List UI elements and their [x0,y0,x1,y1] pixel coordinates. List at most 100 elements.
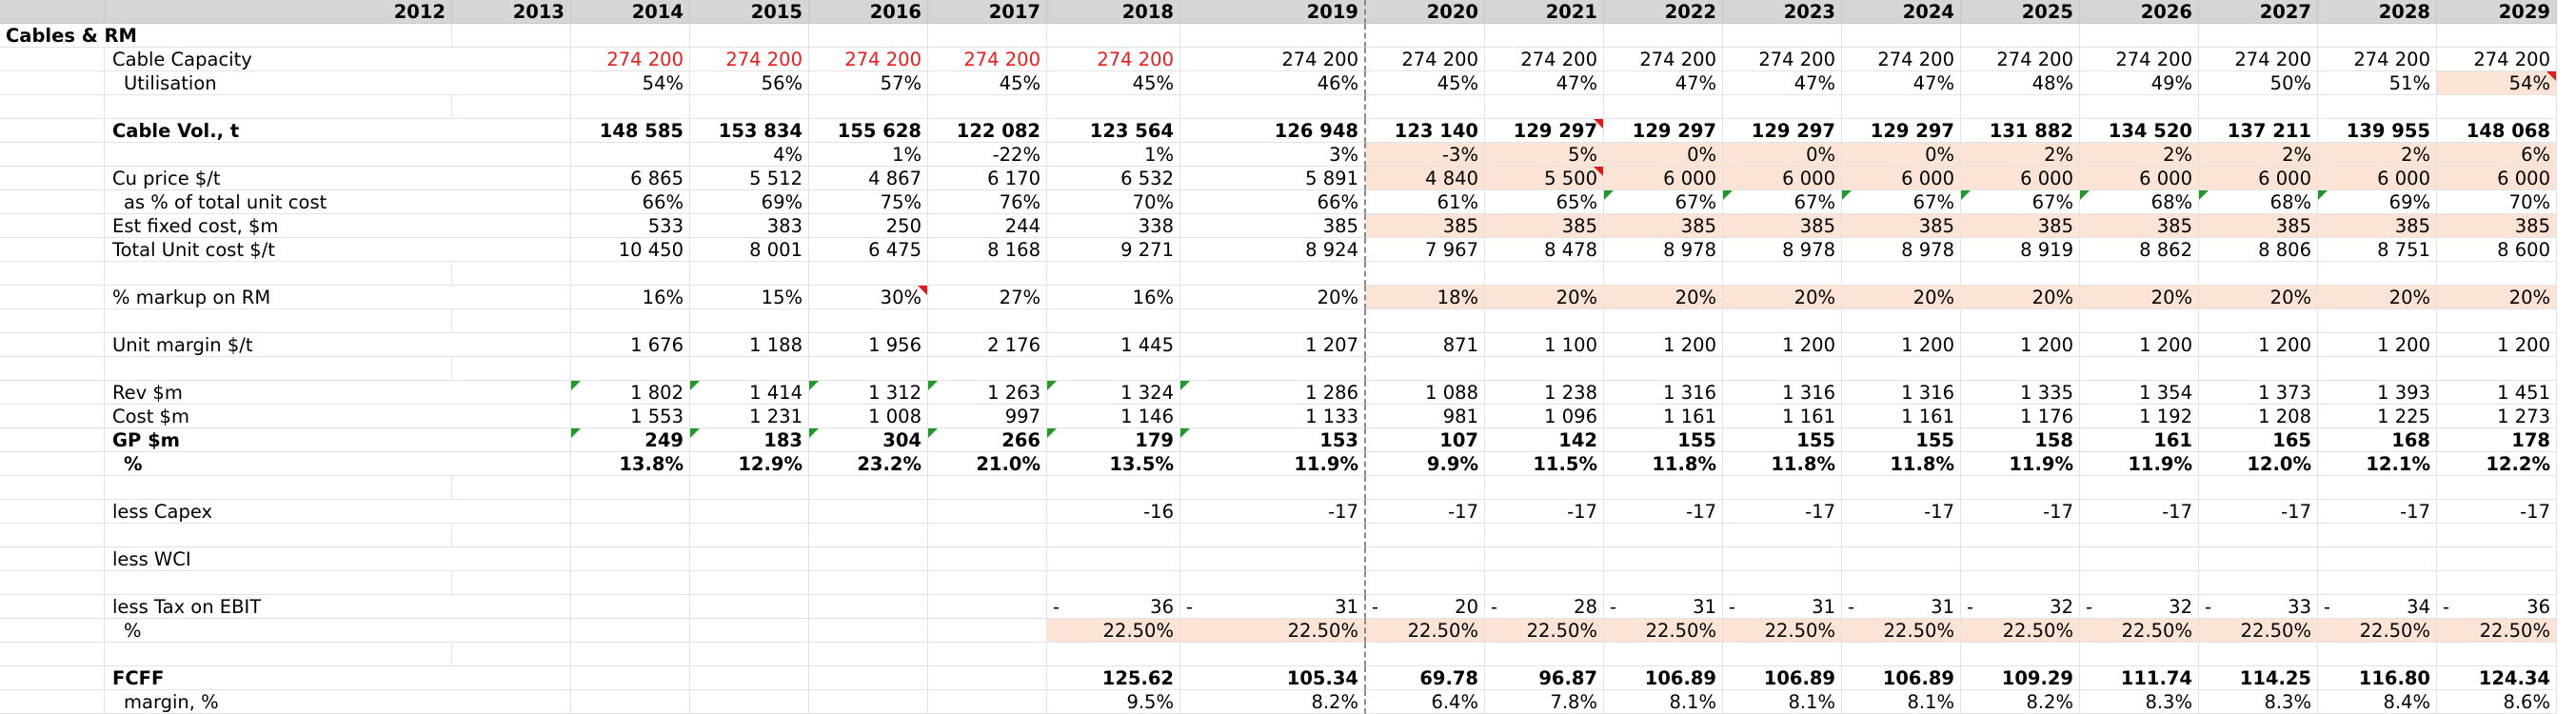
capex-cell-2025[interactable]: -17 [1961,500,2080,524]
markup-cell-2020[interactable]: 18% [1366,286,1485,309]
capex-cell-2018[interactable]: -16 [1047,500,1180,524]
cell[interactable] [452,524,571,547]
markup-cell-2026[interactable]: 20% [2080,286,2199,309]
cell[interactable] [1366,357,1485,381]
utilisation-cell-2018[interactable]: 45% [1047,71,1180,95]
cell[interactable] [0,119,105,143]
rev-cell-2028[interactable]: 1 393 [2318,381,2437,405]
cell[interactable] [2437,24,2557,48]
rev-cell-2023[interactable]: 1 316 [1723,381,1842,405]
tax-cell-2021[interactable]: - 28 [1485,595,1604,619]
cell[interactable] [0,95,105,119]
cell[interactable] [1723,524,1842,547]
rev-cell-2015[interactable]: 1 414 [690,381,809,405]
cell[interactable] [809,643,928,666]
cell[interactable] [1842,643,1961,666]
cell[interactable] [571,24,690,48]
cell[interactable] [690,309,809,333]
total_unit_cost-cell-2029[interactable]: 8 600 [2437,238,2557,262]
gp_pct-cell-2020[interactable]: 9.9% [1366,452,1485,476]
cell[interactable] [1604,357,1723,381]
cell[interactable] [1366,95,1485,119]
total_unit_cost-cell-2026[interactable]: 8 862 [2080,238,2199,262]
pct_unit_cost-cell-2025[interactable]: 67% [1961,190,2080,214]
markup-cell-2029[interactable]: 20% [2437,286,2557,309]
cell[interactable] [1180,524,1366,547]
cell[interactable] [2199,571,2318,595]
fcff_margin-cell-2020[interactable]: 6.4% [1366,690,1485,714]
fcff_margin-cell-2014[interactable] [571,690,690,714]
cell[interactable] [452,476,571,500]
cell[interactable] [1842,309,1961,333]
tax_pct-cell-2016[interactable] [809,619,928,643]
cell[interactable] [1366,24,1485,48]
unit_margin-cell-2023[interactable]: 1 200 [1723,333,1842,357]
fcff-cell-2026[interactable]: 111.74 [2080,666,2199,690]
cell[interactable] [809,357,928,381]
cell[interactable] [2080,571,2199,595]
fcff-cell-2019[interactable]: 105.34 [1180,666,1366,690]
vol_growth-cell-2026[interactable]: 2% [2080,143,2199,167]
fixed_cost-cell-2017[interactable]: 244 [928,214,1047,238]
unit_margin-cell-2021[interactable]: 1 100 [1485,333,1604,357]
cell[interactable] [2437,95,2557,119]
cell[interactable] [2437,571,2557,595]
fcff_margin-cell-2019[interactable]: 8.2% [1180,690,1366,714]
year-header-2019[interactable]: 2019 [1180,0,1366,24]
cell[interactable] [452,571,571,595]
cell[interactable] [1047,476,1180,500]
markup-label[interactable]: % markup on RM [105,286,571,309]
gp_pct-cell-2026[interactable]: 11.9% [2080,452,2199,476]
cell[interactable] [452,357,571,381]
cu_price-cell-2027[interactable]: 6 000 [2199,167,2318,190]
tax-cell-2015[interactable] [690,595,809,619]
cable_vol-cell-2029[interactable]: 148 068 [2437,119,2557,143]
gp-cell-2016[interactable]: 304 [809,428,928,452]
cell[interactable] [1842,24,1961,48]
fixed_cost-cell-2022[interactable]: 385 [1604,214,1723,238]
total_unit_cost-cell-2027[interactable]: 8 806 [2199,238,2318,262]
tax-cell-2016[interactable] [809,595,928,619]
cell[interactable] [2437,262,2557,286]
gp_pct-cell-2024[interactable]: 11.8% [1842,452,1961,476]
cable_capacity-cell-2019[interactable]: 274 200 [1180,48,1366,71]
cell[interactable] [0,333,105,357]
tax_pct-cell-2019[interactable]: 22.50% [1180,619,1366,643]
cell[interactable] [0,48,105,71]
rev-cell-2022[interactable]: 1 316 [1604,381,1723,405]
cell[interactable] [690,24,809,48]
rev-cell-2029[interactable]: 1 451 [2437,381,2557,405]
cell[interactable] [1180,571,1366,595]
cell[interactable] [1604,643,1723,666]
pct_unit_cost-cell-2018[interactable]: 70% [1047,190,1180,214]
cell[interactable] [809,524,928,547]
cost-cell-2019[interactable]: 1 133 [1180,405,1366,428]
cu_price-cell-2028[interactable]: 6 000 [2318,167,2437,190]
cost-cell-2016[interactable]: 1 008 [809,405,928,428]
fcff-cell-2017[interactable] [928,666,1047,690]
cell[interactable] [1047,524,1180,547]
cell[interactable] [928,643,1047,666]
tax_pct-cell-2026[interactable]: 22.50% [2080,619,2199,643]
cell[interactable] [690,476,809,500]
wci-cell-2018[interactable] [1047,547,1180,571]
cable_vol-cell-2026[interactable]: 134 520 [2080,119,2199,143]
fixed_cost-cell-2025[interactable]: 385 [1961,214,2080,238]
capex-cell-2014[interactable] [571,500,690,524]
fcff-cell-2014[interactable] [571,666,690,690]
rev-cell-2014[interactable]: 1 802 [571,381,690,405]
cell[interactable] [1723,643,1842,666]
fcff-cell-2028[interactable]: 116.80 [2318,666,2437,690]
fcff_margin-cell-2024[interactable]: 8.1% [1842,690,1961,714]
cell[interactable] [1961,571,2080,595]
cell[interactable] [1842,95,1961,119]
cell[interactable] [1604,24,1723,48]
utilisation-cell-2021[interactable]: 47% [1485,71,1604,95]
gp-cell-2027[interactable]: 165 [2199,428,2318,452]
capex-cell-2020[interactable]: -17 [1366,500,1485,524]
pct_unit_cost-cell-2020[interactable]: 61% [1366,190,1485,214]
capex-cell-2019[interactable]: -17 [1180,500,1366,524]
cell[interactable] [0,190,105,214]
tax_pct-cell-2024[interactable]: 22.50% [1842,619,1961,643]
cell[interactable] [1604,524,1723,547]
